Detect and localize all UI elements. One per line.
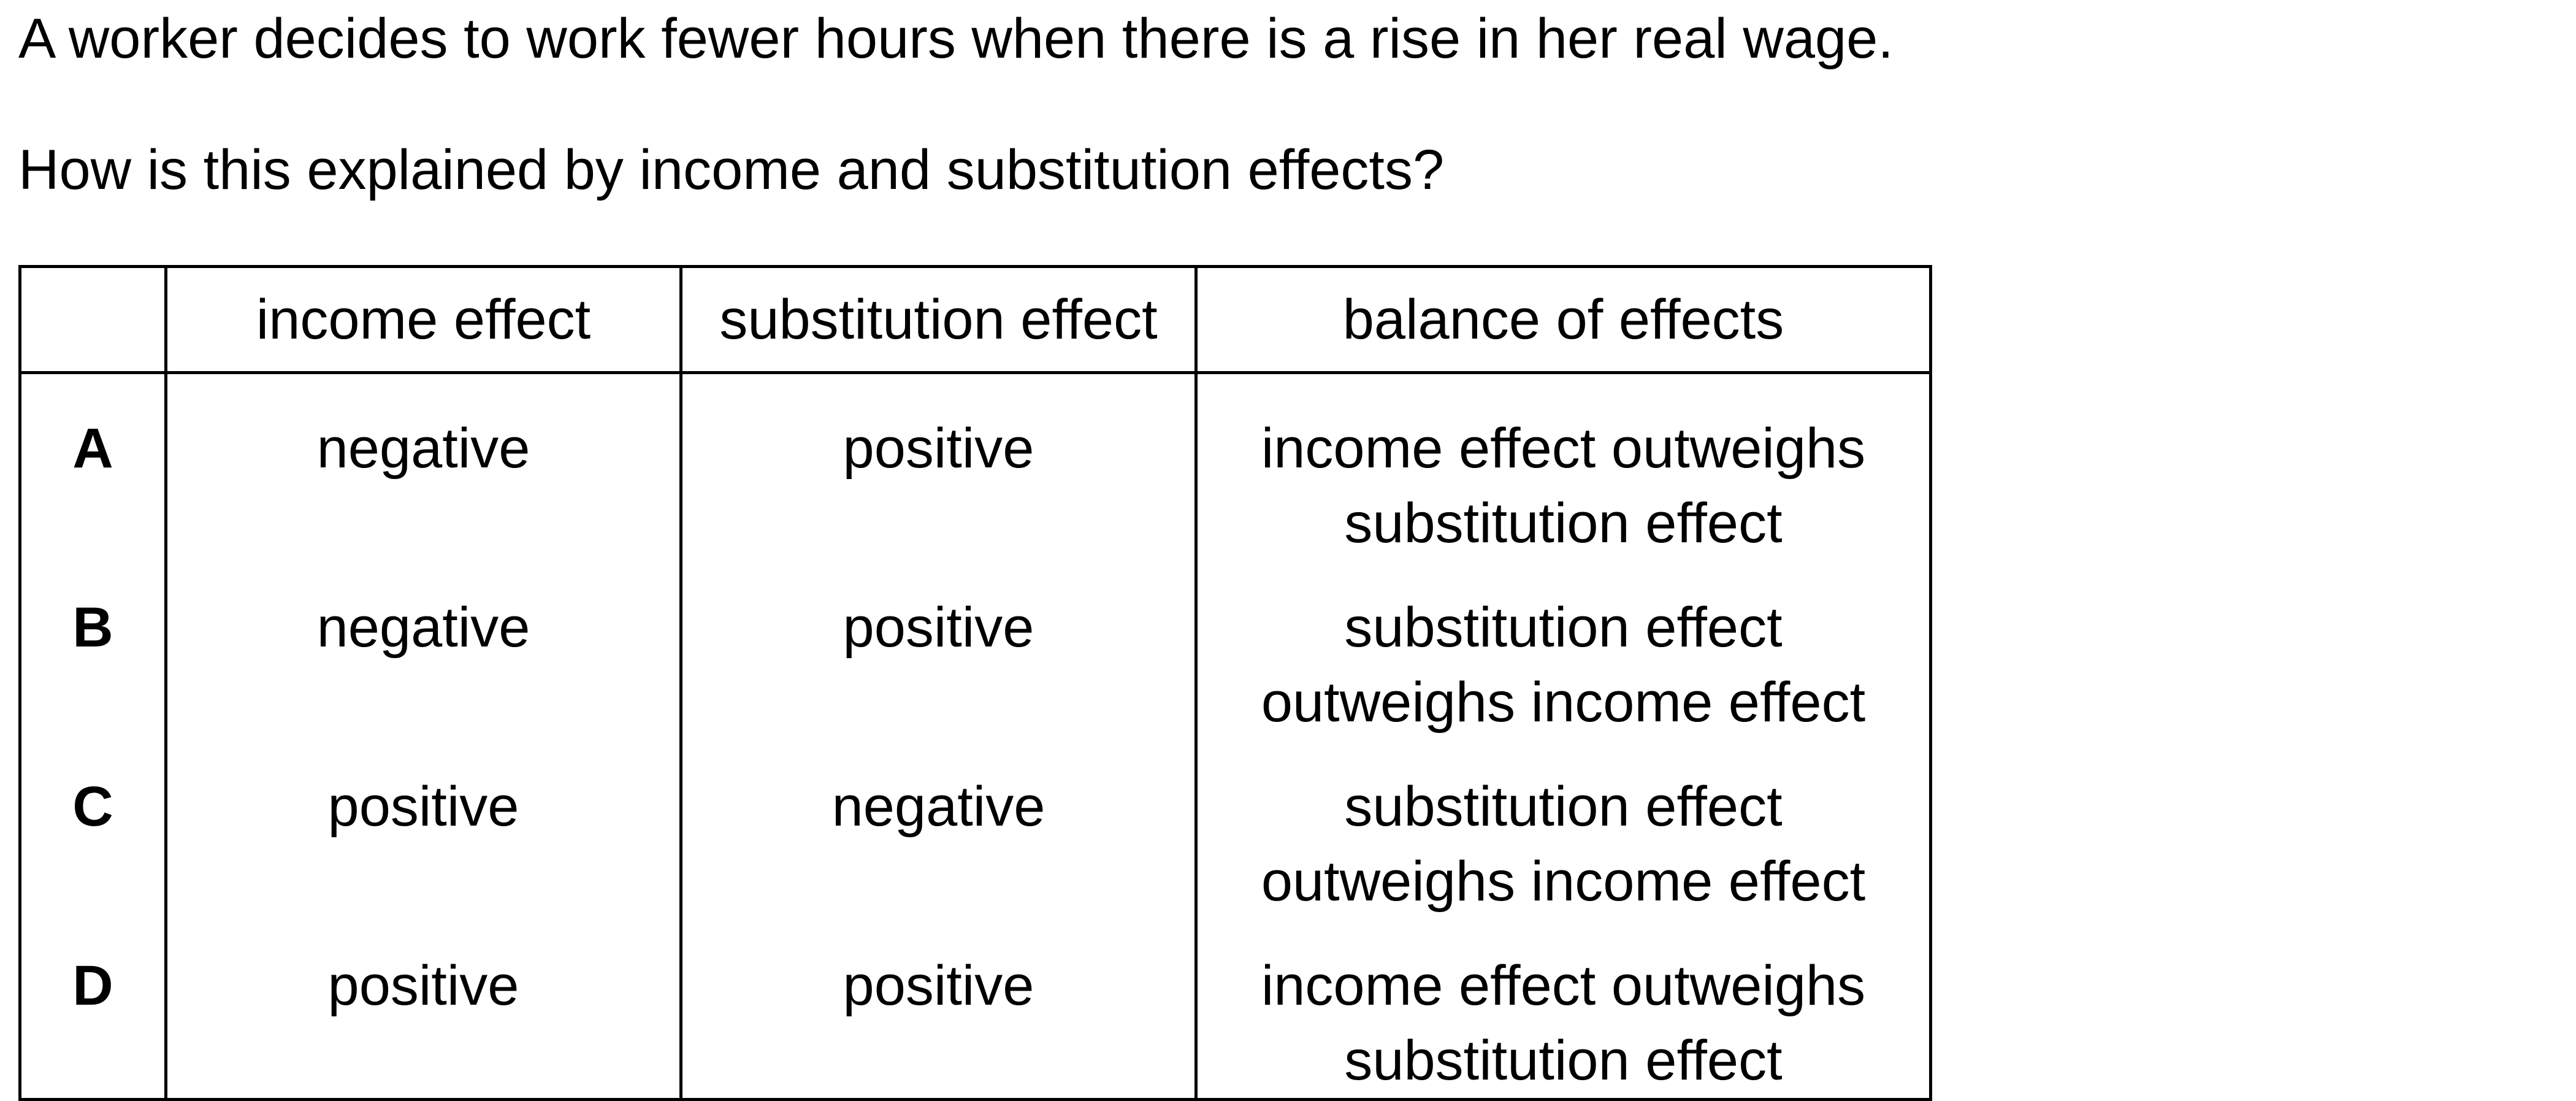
table-row[interactable]: B negative positive substitution effect … <box>18 561 1932 740</box>
substitution-effect-cell: negative <box>679 740 1198 919</box>
answer-options-table: income effect substitution effect balanc… <box>18 265 1932 1101</box>
balance-of-effects-cell: substitution effect outweighs income eff… <box>1194 561 1932 740</box>
header-income-effect: income effect <box>164 266 682 374</box>
balance-of-effects-cell: income effect outweighs substitution eff… <box>1194 372 1932 561</box>
option-letter: D <box>18 919 167 1100</box>
option-letter: C <box>18 740 167 919</box>
option-letter: A <box>18 372 167 561</box>
substitution-effect-cell: positive <box>679 561 1198 740</box>
balance-line: income effect outweighs <box>1261 954 1866 1017</box>
income-effect-cell: negative <box>164 561 682 740</box>
table-row[interactable]: C positive negative substitution effect … <box>18 740 1932 919</box>
header-option-letter <box>18 266 167 374</box>
table-header-row: income effect substitution effect balanc… <box>18 266 1932 374</box>
option-letter: B <box>18 561 167 740</box>
balance-of-effects-cell: income effect outweighs substitution eff… <box>1194 919 1932 1100</box>
substitution-effect-cell: positive <box>679 919 1198 1100</box>
income-effect-cell: positive <box>164 919 682 1100</box>
substitution-effect-cell: positive <box>679 372 1198 561</box>
balance-line: substitution effect <box>1344 492 1783 554</box>
header-substitution-effect: substitution effect <box>679 266 1198 374</box>
balance-line: outweighs income effect <box>1261 671 1866 734</box>
header-balance-of-effects: balance of effects <box>1194 266 1932 374</box>
income-effect-cell: positive <box>164 740 682 919</box>
balance-line: substitution effect <box>1344 775 1783 838</box>
table-row[interactable]: D positive positive income effect outwei… <box>18 919 1932 1100</box>
balance-line: outweighs income effect <box>1261 850 1866 913</box>
table-row[interactable]: A negative positive income effect outwei… <box>18 372 1932 561</box>
balance-line: substitution effect <box>1344 1029 1783 1092</box>
question-prompt: How is this explained by income and subs… <box>18 139 1445 201</box>
balance-line: income effect outweighs <box>1261 417 1866 480</box>
question-stem: A worker decides to work fewer hours whe… <box>18 7 1894 70</box>
balance-line: substitution effect <box>1344 596 1783 659</box>
income-effect-cell: negative <box>164 372 682 561</box>
balance-of-effects-cell: substitution effect outweighs income eff… <box>1194 740 1932 919</box>
